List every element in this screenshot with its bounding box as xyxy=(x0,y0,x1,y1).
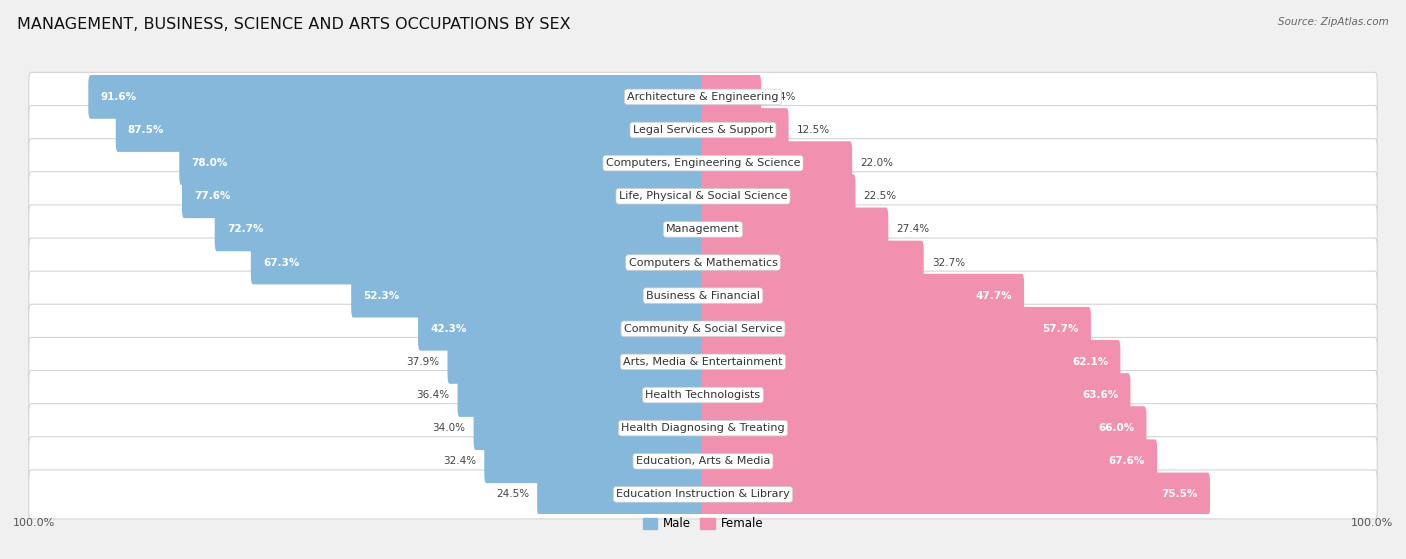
Text: Health Technologists: Health Technologists xyxy=(645,390,761,400)
FancyBboxPatch shape xyxy=(115,108,704,152)
Text: 47.7%: 47.7% xyxy=(976,291,1012,301)
FancyBboxPatch shape xyxy=(702,373,1130,417)
FancyBboxPatch shape xyxy=(28,338,1378,386)
Text: 67.3%: 67.3% xyxy=(263,258,299,268)
Text: Health Diagnosing & Treating: Health Diagnosing & Treating xyxy=(621,423,785,433)
Legend: Male, Female: Male, Female xyxy=(638,513,768,535)
Text: 72.7%: 72.7% xyxy=(226,224,263,234)
Text: Management: Management xyxy=(666,224,740,234)
FancyBboxPatch shape xyxy=(702,241,924,285)
Text: 91.6%: 91.6% xyxy=(100,92,136,102)
Text: 87.5%: 87.5% xyxy=(128,125,165,135)
Text: Life, Physical & Social Science: Life, Physical & Social Science xyxy=(619,191,787,201)
Text: 36.4%: 36.4% xyxy=(416,390,450,400)
Text: 52.3%: 52.3% xyxy=(363,291,399,301)
FancyBboxPatch shape xyxy=(28,371,1378,420)
FancyBboxPatch shape xyxy=(702,274,1024,318)
FancyBboxPatch shape xyxy=(181,174,704,218)
FancyBboxPatch shape xyxy=(89,75,704,119)
FancyBboxPatch shape xyxy=(28,437,1378,486)
FancyBboxPatch shape xyxy=(28,304,1378,353)
Text: 32.4%: 32.4% xyxy=(443,456,477,466)
FancyBboxPatch shape xyxy=(702,108,789,152)
FancyBboxPatch shape xyxy=(447,340,704,384)
FancyBboxPatch shape xyxy=(28,106,1378,154)
FancyBboxPatch shape xyxy=(702,439,1157,483)
Text: 62.1%: 62.1% xyxy=(1073,357,1108,367)
FancyBboxPatch shape xyxy=(702,207,889,251)
FancyBboxPatch shape xyxy=(702,75,761,119)
Text: MANAGEMENT, BUSINESS, SCIENCE AND ARTS OCCUPATIONS BY SEX: MANAGEMENT, BUSINESS, SCIENCE AND ARTS O… xyxy=(17,17,571,32)
FancyBboxPatch shape xyxy=(180,141,704,185)
Text: 12.5%: 12.5% xyxy=(797,125,830,135)
Text: Source: ZipAtlas.com: Source: ZipAtlas.com xyxy=(1278,17,1389,27)
Text: 27.4%: 27.4% xyxy=(896,224,929,234)
Text: 42.3%: 42.3% xyxy=(430,324,467,334)
Text: 22.0%: 22.0% xyxy=(860,158,893,168)
FancyBboxPatch shape xyxy=(28,404,1378,453)
Text: 78.0%: 78.0% xyxy=(191,158,228,168)
FancyBboxPatch shape xyxy=(418,307,704,350)
FancyBboxPatch shape xyxy=(537,472,704,517)
FancyBboxPatch shape xyxy=(28,205,1378,254)
Text: 22.5%: 22.5% xyxy=(863,191,897,201)
FancyBboxPatch shape xyxy=(702,141,852,185)
Text: Architecture & Engineering: Architecture & Engineering xyxy=(627,92,779,102)
Text: Arts, Media & Entertainment: Arts, Media & Entertainment xyxy=(623,357,783,367)
FancyBboxPatch shape xyxy=(28,139,1378,188)
Text: 34.0%: 34.0% xyxy=(433,423,465,433)
Text: 8.4%: 8.4% xyxy=(769,92,796,102)
FancyBboxPatch shape xyxy=(28,470,1378,519)
FancyBboxPatch shape xyxy=(28,271,1378,320)
FancyBboxPatch shape xyxy=(474,406,704,450)
Text: 75.5%: 75.5% xyxy=(1161,489,1198,499)
Text: Computers, Engineering & Science: Computers, Engineering & Science xyxy=(606,158,800,168)
FancyBboxPatch shape xyxy=(702,406,1146,450)
Text: 66.0%: 66.0% xyxy=(1098,423,1135,433)
FancyBboxPatch shape xyxy=(28,238,1378,287)
FancyBboxPatch shape xyxy=(28,172,1378,221)
FancyBboxPatch shape xyxy=(702,340,1121,384)
Text: Community & Social Service: Community & Social Service xyxy=(624,324,782,334)
Text: Business & Financial: Business & Financial xyxy=(645,291,761,301)
FancyBboxPatch shape xyxy=(484,439,704,483)
FancyBboxPatch shape xyxy=(702,472,1211,517)
FancyBboxPatch shape xyxy=(250,241,704,285)
Text: Education, Arts & Media: Education, Arts & Media xyxy=(636,456,770,466)
Text: Education Instruction & Library: Education Instruction & Library xyxy=(616,489,790,499)
FancyBboxPatch shape xyxy=(215,207,704,251)
Text: 63.6%: 63.6% xyxy=(1083,390,1118,400)
FancyBboxPatch shape xyxy=(702,307,1091,350)
Text: 67.6%: 67.6% xyxy=(1109,456,1144,466)
Text: 24.5%: 24.5% xyxy=(496,489,529,499)
FancyBboxPatch shape xyxy=(702,174,855,218)
FancyBboxPatch shape xyxy=(28,72,1378,121)
Text: 57.7%: 57.7% xyxy=(1042,324,1078,334)
Text: 77.6%: 77.6% xyxy=(194,191,231,201)
FancyBboxPatch shape xyxy=(457,373,704,417)
Text: 32.7%: 32.7% xyxy=(932,258,965,268)
Text: Computers & Mathematics: Computers & Mathematics xyxy=(628,258,778,268)
Text: Legal Services & Support: Legal Services & Support xyxy=(633,125,773,135)
FancyBboxPatch shape xyxy=(352,274,704,318)
Text: 37.9%: 37.9% xyxy=(406,357,440,367)
